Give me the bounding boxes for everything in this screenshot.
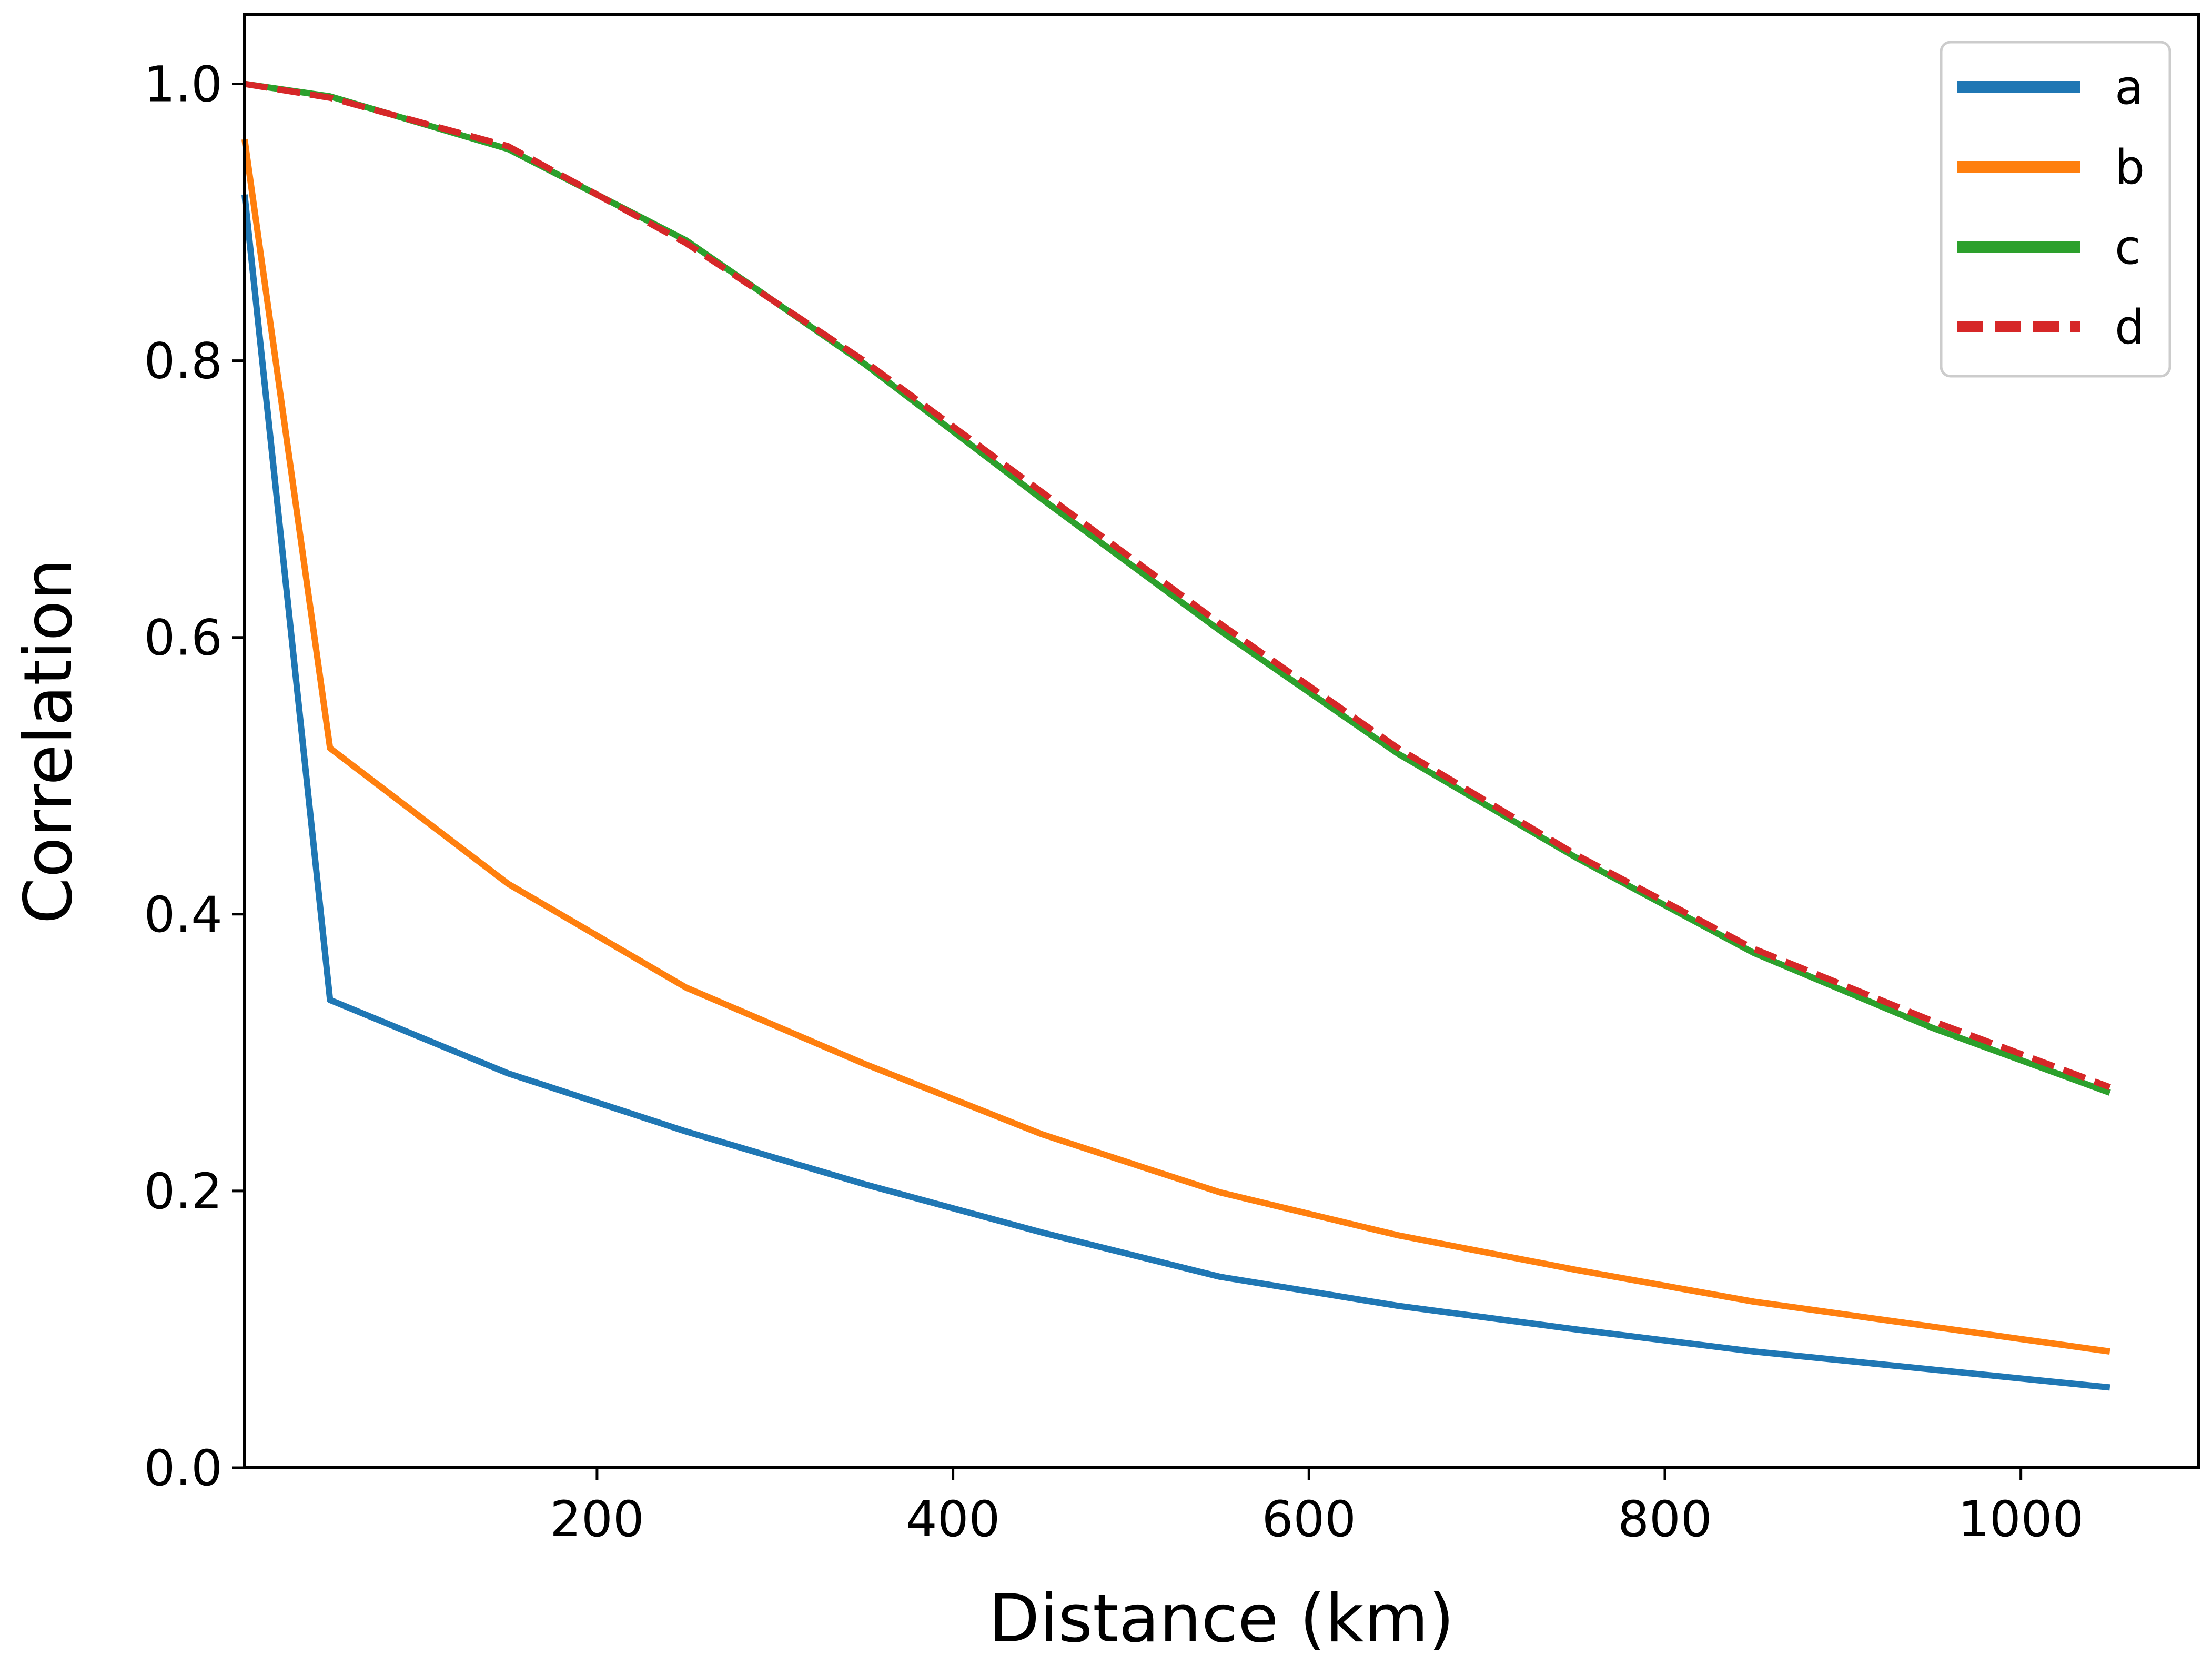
legend-label-d: d [2115,300,2145,355]
x-tick-label: 1000 [1958,1491,2084,1548]
x-tick-label: 600 [1262,1491,1356,1548]
y-tick-label: 0.6 [144,610,223,667]
y-tick-label: 1.0 [144,56,223,114]
legend-label-b: b [2115,140,2145,195]
x-tick-label: 400 [906,1491,1000,1548]
legend-label-c: c [2115,220,2140,275]
legend-label-a: a [2115,60,2144,115]
x-tick-label: 800 [1618,1491,1712,1548]
x-axis-ticks: 200 400 600 800 1000 [550,1468,2084,1548]
y-tick-label: 0.2 [144,1163,223,1220]
y-axis-title: Correlation [9,559,87,924]
y-tick-label: 0.4 [144,886,223,944]
y-tick-label: 0.8 [144,333,223,390]
series-line-d [244,80,2111,1091]
y-axis-ticks: 0.0 0.2 0.4 0.6 0.8 1.0 [144,56,245,1497]
series-line-a [241,194,2110,1391]
axes-frame [243,13,2200,1469]
x-axis-title: Distance (km) [988,1580,1454,1657]
legend-box [1940,41,2171,378]
series-line-b [241,138,2110,1355]
plot-lines [241,80,2111,1391]
y-tick-label: 0.0 [144,1440,223,1497]
x-tick-label: 200 [550,1491,644,1548]
